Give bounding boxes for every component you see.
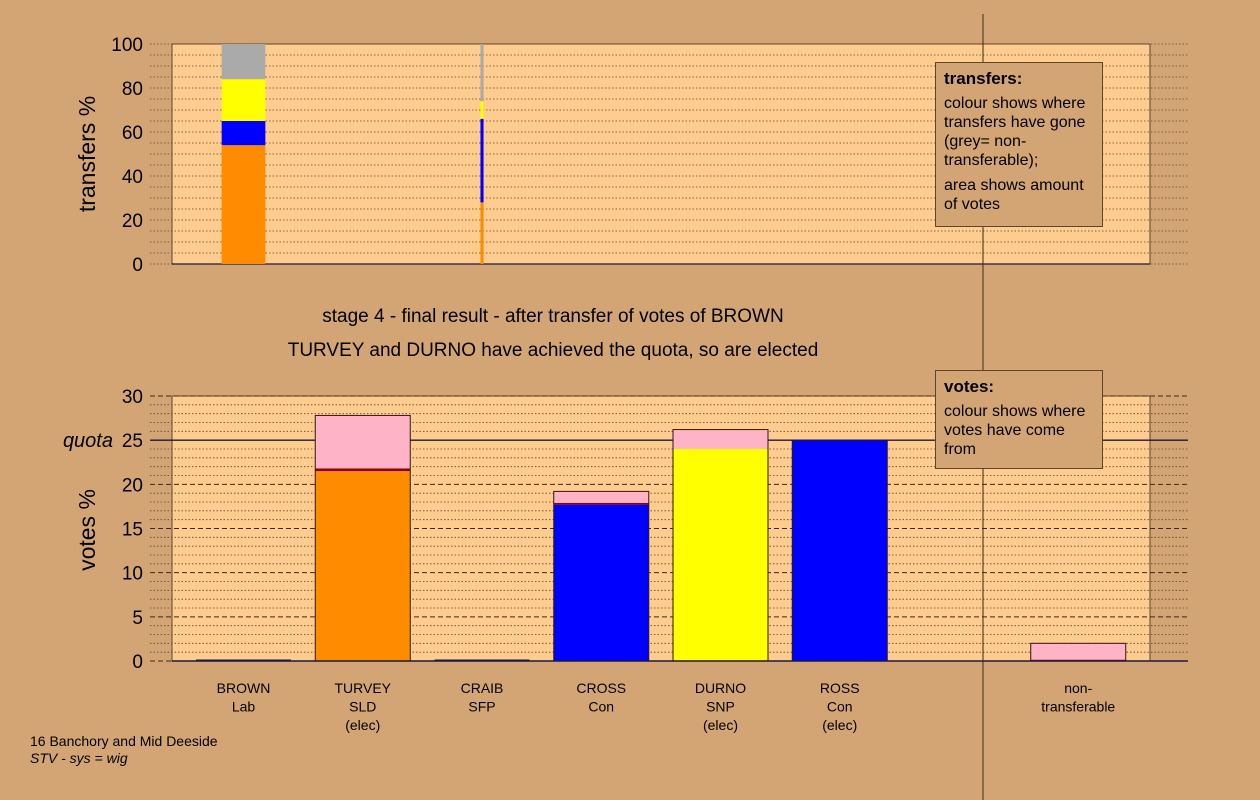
transfers-legend-text1: colour shows where transfers have gone (…	[944, 95, 1086, 169]
category-label: Con	[588, 699, 614, 715]
category-label: Con	[827, 699, 853, 715]
category-label: (elec)	[703, 717, 738, 733]
category-label: SLD	[349, 699, 376, 715]
vote-segment-cross-lab	[553, 502, 649, 505]
votes-y-tick: 0	[132, 652, 143, 673]
category-label: SFP	[468, 699, 495, 715]
category-label: ROSS	[820, 680, 860, 696]
transfer-segment-brown-con	[221, 121, 266, 146]
chart-title-line2: TURVEY and DURNO have achieved the quota…	[288, 340, 819, 361]
quota-label: quota	[63, 430, 113, 452]
votes-legend-heading: votes:	[944, 377, 995, 396]
vote-segment-ross-con	[792, 440, 888, 661]
transfers-legend: transfers: colour shows where transfers …	[935, 62, 1103, 227]
category-label: non-	[1064, 680, 1092, 696]
transfers-y-tick: 40	[122, 167, 143, 188]
votes-legend: votes: colour shows where votes have com…	[935, 370, 1103, 469]
category-label: (elec)	[822, 717, 857, 733]
transfer-segment-craib-non_transferable	[480, 44, 484, 102]
transfers-y-tick: 60	[122, 123, 143, 144]
category-label: BROWN	[217, 680, 271, 696]
chart-title-line1: stage 4 - final result - after transfer …	[322, 306, 783, 327]
transfer-segment-brown-snp	[221, 79, 266, 121]
transfers-y-tick: 80	[122, 79, 143, 100]
category-label: CROSS	[576, 680, 626, 696]
category-label: DURNO	[695, 680, 746, 696]
transfers-legend-text2: area shows amount of votes	[944, 177, 1084, 213]
votes-y-tick: 10	[122, 564, 143, 585]
category-label: CRAIB	[461, 680, 504, 696]
vote-segment-durno-snp	[673, 449, 768, 661]
category-label: TURVEY	[334, 680, 391, 696]
category-label: (elec)	[345, 717, 380, 733]
vote-segment-non-transferable-transfers_in	[1030, 643, 1126, 660]
transfer-segment-brown-sld	[221, 145, 266, 264]
transfer-segment-brown-non_transferable	[221, 44, 266, 80]
votes-y-tick: 15	[122, 520, 143, 541]
transfer-segment-craib-con	[480, 118, 484, 203]
vote-segment-turvey-transfers_in	[315, 415, 411, 469]
vote-segment-durno-transfers_in	[673, 429, 768, 449]
transfers-y-axis-label: transfers %	[74, 96, 100, 212]
transfers-y-tick: 20	[122, 211, 143, 232]
category-label: transferable	[1041, 699, 1115, 715]
vote-segment-turvey-sld	[315, 471, 411, 661]
votes-y-tick: 30	[122, 387, 143, 408]
category-label: Lab	[232, 699, 256, 715]
vote-segment-cross-transfers_in	[553, 491, 649, 503]
transfer-segment-craib-snp	[480, 101, 484, 119]
footer-system: STV - sys = wig	[30, 750, 128, 766]
votes-y-tick: 20	[122, 475, 143, 496]
category-label: SNP	[706, 699, 735, 715]
vote-segment-turvey-lab	[315, 468, 411, 472]
transfers-legend-heading: transfers:	[944, 69, 1023, 88]
footer: 16 Banchory and Mid Deeside STV - sys = …	[30, 733, 218, 767]
votes-legend-text1: colour shows where votes have come from	[944, 403, 1086, 458]
transfer-segment-craib-sld	[480, 202, 484, 264]
transfers-y-tick: 100	[111, 35, 143, 56]
vote-segment-cross-con	[553, 504, 649, 661]
votes-y-axis-label: votes %	[74, 489, 100, 571]
transfers-y-tick: 0	[132, 255, 143, 276]
votes-y-tick: 5	[132, 608, 143, 629]
footer-area-name: 16 Banchory and Mid Deeside	[30, 733, 218, 749]
votes-y-tick: 25	[122, 431, 143, 452]
